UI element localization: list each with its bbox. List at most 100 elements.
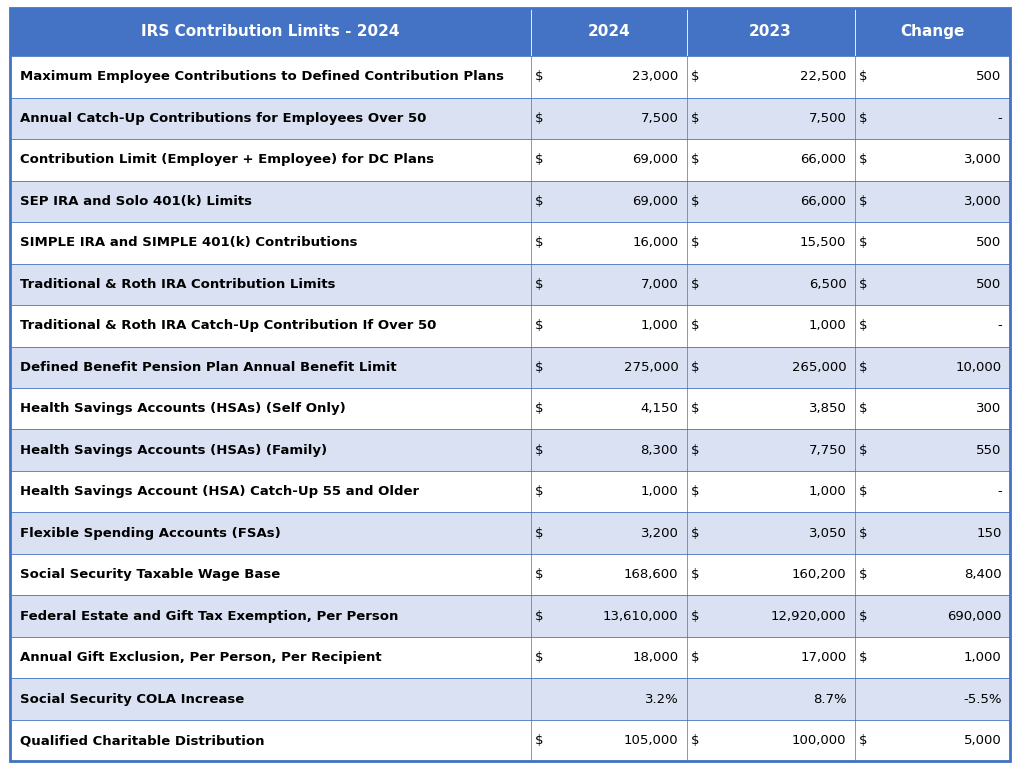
Text: 7,500: 7,500 [808, 112, 846, 125]
Text: $: $ [535, 153, 543, 166]
Text: 15,500: 15,500 [799, 236, 846, 249]
Text: 17,000: 17,000 [799, 651, 846, 664]
Text: $: $ [858, 527, 866, 540]
Text: $: $ [535, 610, 543, 623]
Text: 2023: 2023 [748, 25, 791, 39]
Text: $: $ [858, 112, 866, 125]
Text: 69,000: 69,000 [632, 195, 678, 208]
Bar [10, 471, 1009, 512]
Bar [10, 181, 1009, 222]
Bar [10, 264, 1009, 305]
Text: Defined Benefit Pension Plan Annual Benefit Limit: Defined Benefit Pension Plan Annual Bene… [20, 361, 396, 374]
Text: 3,000: 3,000 [963, 195, 1001, 208]
Text: $: $ [535, 734, 543, 747]
Text: 12,920,000: 12,920,000 [770, 610, 846, 623]
Text: 2024: 2024 [587, 25, 630, 39]
Text: 3.2%: 3.2% [644, 693, 678, 706]
Text: 3,850: 3,850 [808, 402, 846, 415]
Bar [10, 98, 1009, 139]
Text: $: $ [858, 734, 866, 747]
Text: $: $ [858, 444, 866, 457]
Text: 1,000: 1,000 [640, 319, 678, 332]
Text: $: $ [535, 361, 543, 374]
Text: $: $ [690, 71, 698, 83]
Text: 500: 500 [975, 278, 1001, 291]
Text: $: $ [858, 236, 866, 249]
Text: Traditional & Roth IRA Catch-Up Contribution If Over 50: Traditional & Roth IRA Catch-Up Contribu… [20, 319, 436, 332]
Text: $: $ [535, 278, 543, 291]
Text: 1,000: 1,000 [640, 485, 678, 498]
Text: $: $ [535, 112, 543, 125]
Bar [10, 554, 1009, 595]
Text: 1,000: 1,000 [808, 319, 846, 332]
Text: -: - [996, 485, 1001, 498]
Text: 7,750: 7,750 [808, 444, 846, 457]
Text: $: $ [690, 361, 698, 374]
Text: $: $ [690, 444, 698, 457]
Text: $: $ [858, 485, 866, 498]
Text: 550: 550 [975, 444, 1001, 457]
Text: -5.5%: -5.5% [962, 693, 1001, 706]
Text: 300: 300 [975, 402, 1001, 415]
Text: SIMPLE IRA and SIMPLE 401(k) Contributions: SIMPLE IRA and SIMPLE 401(k) Contributio… [20, 236, 358, 249]
Bar [10, 512, 1009, 554]
Text: $: $ [690, 527, 698, 540]
Text: $: $ [690, 651, 698, 664]
Text: 69,000: 69,000 [632, 153, 678, 166]
Text: $: $ [690, 153, 698, 166]
Text: 22,500: 22,500 [799, 71, 846, 83]
Bar [10, 678, 1009, 720]
Bar [10, 347, 1009, 388]
Text: 18,000: 18,000 [632, 651, 678, 664]
Bar [10, 8, 1009, 56]
Text: Annual Catch-Up Contributions for Employees Over 50: Annual Catch-Up Contributions for Employ… [20, 112, 426, 125]
Bar [10, 720, 1009, 761]
Text: 690,000: 690,000 [947, 610, 1001, 623]
Text: Annual Gift Exclusion, Per Person, Per Recipient: Annual Gift Exclusion, Per Person, Per R… [20, 651, 382, 664]
Text: $: $ [858, 610, 866, 623]
Text: $: $ [690, 610, 698, 623]
Text: $: $ [690, 195, 698, 208]
Text: $: $ [690, 236, 698, 249]
Text: -: - [996, 112, 1001, 125]
Text: Health Savings Account (HSA) Catch-Up 55 and Older: Health Savings Account (HSA) Catch-Up 55… [20, 485, 419, 498]
Bar [10, 305, 1009, 347]
Text: SEP IRA and Solo 401(k) Limits: SEP IRA and Solo 401(k) Limits [20, 195, 252, 208]
Text: 150: 150 [975, 527, 1001, 540]
Text: 66,000: 66,000 [800, 153, 846, 166]
Text: $: $ [858, 568, 866, 581]
Text: Federal Estate and Gift Tax Exemption, Per Person: Federal Estate and Gift Tax Exemption, P… [20, 610, 398, 623]
Text: $: $ [858, 361, 866, 374]
Bar [10, 139, 1009, 181]
Text: Flexible Spending Accounts (FSAs): Flexible Spending Accounts (FSAs) [20, 527, 281, 540]
Text: $: $ [535, 71, 543, 83]
Text: 8,400: 8,400 [963, 568, 1001, 581]
Text: 23,000: 23,000 [632, 71, 678, 83]
Text: 105,000: 105,000 [624, 734, 678, 747]
Text: 1,000: 1,000 [808, 485, 846, 498]
Text: 160,200: 160,200 [791, 568, 846, 581]
Text: Traditional & Roth IRA Contribution Limits: Traditional & Roth IRA Contribution Limi… [20, 278, 335, 291]
Bar [10, 222, 1009, 264]
Text: 168,600: 168,600 [624, 568, 678, 581]
Text: 3,200: 3,200 [640, 527, 678, 540]
Text: Contribution Limit (Employer + Employee) for DC Plans: Contribution Limit (Employer + Employee)… [20, 153, 434, 166]
Text: IRS Contribution Limits - 2024: IRS Contribution Limits - 2024 [142, 25, 399, 39]
Text: $: $ [535, 195, 543, 208]
Text: 5,000: 5,000 [963, 734, 1001, 747]
Text: 13,610,000: 13,610,000 [602, 610, 678, 623]
Text: $: $ [535, 568, 543, 581]
Text: $: $ [858, 71, 866, 83]
Text: Health Savings Accounts (HSAs) (Family): Health Savings Accounts (HSAs) (Family) [20, 444, 327, 457]
Text: $: $ [535, 527, 543, 540]
Text: $: $ [535, 651, 543, 664]
Text: 1,000: 1,000 [963, 651, 1001, 664]
Text: Change: Change [899, 25, 963, 39]
Text: $: $ [858, 278, 866, 291]
Text: $: $ [690, 112, 698, 125]
Text: $: $ [535, 402, 543, 415]
Text: 275,000: 275,000 [623, 361, 678, 374]
Text: $: $ [690, 485, 698, 498]
Text: $: $ [690, 568, 698, 581]
Text: 7,000: 7,000 [640, 278, 678, 291]
